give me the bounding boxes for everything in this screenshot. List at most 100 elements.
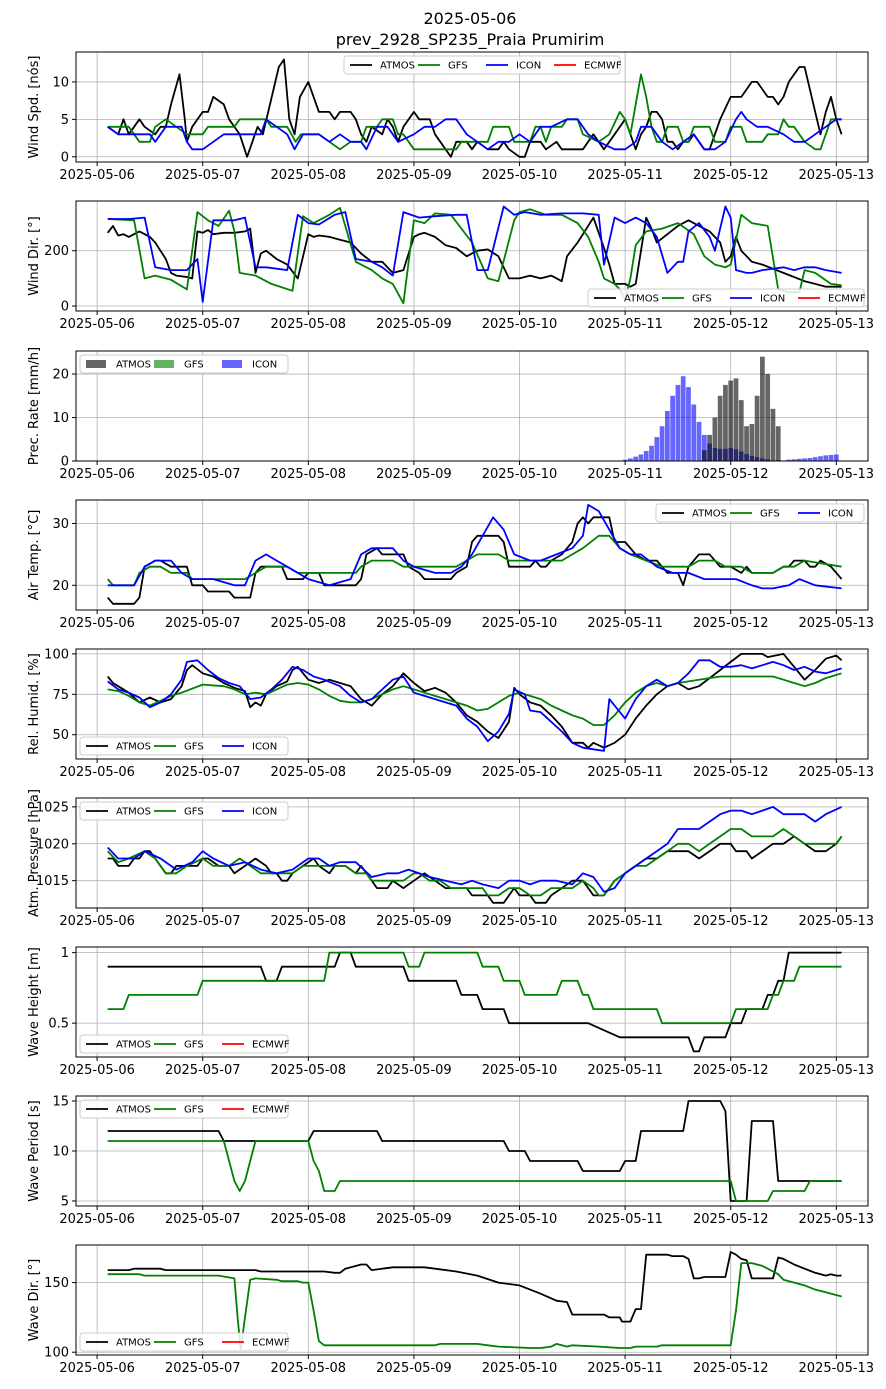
bar-icon	[680, 376, 686, 461]
axes-frame	[75, 1244, 869, 1356]
legend: ATMOS GFS ICON ECMWF	[343, 55, 622, 75]
x-tick-label: 2025-05-10	[482, 1063, 558, 1078]
x-tick-label: 2025-05-07	[165, 168, 241, 183]
bar-atmos	[717, 395, 723, 461]
legend-box	[79, 801, 289, 821]
legend-label: GFS	[184, 1105, 204, 1116]
data-marks	[107, 58, 843, 158]
legend: ATMOS GFS ECMWF	[79, 1099, 290, 1119]
panel-1: 2025-05-06 2025-05-07 2025-05-08 2025-05-09…	[27, 51, 874, 183]
x-tick-label: 2025-05-06	[59, 168, 135, 183]
bar-atmos	[701, 450, 707, 461]
x-tick-label: 2025-05-12	[693, 765, 769, 780]
x-tick-label: 2025-05-10	[482, 1361, 558, 1376]
y-tick-label: 30	[52, 517, 69, 532]
legend-swatch-gfs	[154, 360, 174, 368]
x-tick-label: 2025-05-09	[376, 1063, 452, 1078]
x-tick-label: 2025-05-13	[799, 765, 875, 780]
x-tick-label: 2025-05-11	[587, 765, 663, 780]
axes-frame	[75, 648, 869, 760]
x-tick-label: 2025-05-11	[587, 1212, 663, 1227]
x-tick-label: 2025-05-07	[165, 914, 241, 929]
y-axis-label: Atm. Pressure [hPa]	[27, 789, 42, 917]
x-tick-label: 2025-05-08	[271, 467, 347, 482]
x-tick-label: 2025-05-07	[165, 616, 241, 631]
data-marks	[107, 806, 843, 904]
data-marks	[107, 951, 842, 1053]
x-tick-label: 2025-05-07	[165, 467, 241, 482]
x-tick-label: 2025-05-07	[165, 1063, 241, 1078]
legend-label: ATMOS	[116, 742, 151, 753]
legend-box	[79, 1099, 289, 1119]
legend-label: ECMWF	[252, 1040, 290, 1051]
legend: ATMOS GFS ICON	[655, 503, 865, 523]
x-tick-label: 2025-05-12	[693, 1212, 769, 1227]
y-tick-label: 1025	[36, 800, 69, 815]
data-marks	[107, 504, 843, 605]
bar-icon	[686, 387, 691, 461]
bar-atmos	[707, 434, 712, 461]
panel-9: 2025-05-06 2025-05-07 2025-05-08 2025-05-09…	[27, 1244, 874, 1376]
x-tick-label: 2025-05-06	[59, 1361, 135, 1376]
legend: ATMOS GFS ICON	[79, 801, 289, 821]
x-tick-label: 2025-05-10	[482, 914, 558, 929]
bar-atmos	[765, 374, 771, 461]
bar-atmos	[754, 395, 760, 461]
bar-icon	[633, 456, 639, 461]
x-tick-label: 2025-05-11	[587, 1063, 663, 1078]
panel-5: 2025-05-06 2025-05-07 2025-05-08 2025-05-09…	[27, 647, 874, 780]
x-tick-label: 2025-05-09	[376, 765, 452, 780]
bar-icon	[643, 451, 649, 461]
x-tick-label: 2025-05-09	[376, 914, 452, 929]
x-tick-label: 2025-05-13	[799, 1063, 875, 1078]
series-line-atmos	[107, 1251, 842, 1323]
bar-icon	[812, 457, 818, 461]
bar-atmos	[760, 356, 765, 461]
x-tick-label: 2025-05-06	[59, 467, 135, 482]
legend-label: ECMWF	[584, 61, 622, 72]
x-tick-label: 2025-05-08	[271, 1063, 347, 1078]
x-tick-label: 2025-05-12	[693, 1063, 769, 1078]
x-tick-label: 2025-05-11	[587, 616, 663, 631]
legend-box	[79, 354, 289, 374]
legend-label: ICON	[252, 807, 277, 818]
x-tick-label: 2025-05-11	[587, 317, 663, 332]
bar-atmos	[723, 384, 728, 461]
bar-atmos	[728, 380, 734, 461]
legend-swatch-atmos	[86, 360, 106, 368]
x-tick-label: 2025-05-10	[482, 467, 558, 482]
y-tick-label: 1020	[36, 837, 69, 852]
x-tick-label: 2025-05-10	[482, 1212, 558, 1227]
x-tick-label: 2025-05-08	[271, 168, 347, 183]
x-tick-label: 2025-05-12	[693, 616, 769, 631]
figure-title: 2025-05-06	[424, 9, 517, 28]
series-line-gfs	[107, 1262, 842, 1351]
y-axis-label: Wave Period [s]	[27, 1100, 42, 1201]
legend-label: ATMOS	[116, 807, 151, 818]
series-line-gfs	[107, 1140, 842, 1202]
x-tick-label: 2025-05-11	[587, 1361, 663, 1376]
x-tick-label: 2025-05-09	[376, 317, 452, 332]
bar-icon	[659, 426, 665, 461]
axes-frame	[75, 797, 869, 909]
x-tick-label: 2025-05-12	[693, 317, 769, 332]
panel-2: 2025-05-06 2025-05-07 2025-05-08 2025-05-09…	[27, 200, 874, 332]
legend: ATMOS GFS ECMWF	[79, 1034, 290, 1054]
x-tick-label: 2025-05-10	[482, 317, 558, 332]
x-tick-label: 2025-05-09	[376, 1212, 452, 1227]
x-tick-label: 2025-05-13	[799, 467, 875, 482]
y-tick-label: 0	[61, 300, 69, 315]
y-tick-label: 20	[52, 579, 69, 594]
legend-label: ICON	[516, 61, 541, 72]
x-tick-label: 2025-05-10	[482, 168, 558, 183]
y-tick-label: 10	[52, 75, 69, 90]
legend-box	[587, 288, 865, 308]
x-tick-label: 2025-05-06	[59, 317, 135, 332]
grid	[76, 649, 868, 759]
x-tick-label: 2025-05-12	[693, 168, 769, 183]
axes-frame	[75, 946, 869, 1058]
bar-icon	[664, 411, 670, 461]
legend-box	[79, 736, 289, 756]
x-tick-label: 2025-05-09	[376, 467, 452, 482]
